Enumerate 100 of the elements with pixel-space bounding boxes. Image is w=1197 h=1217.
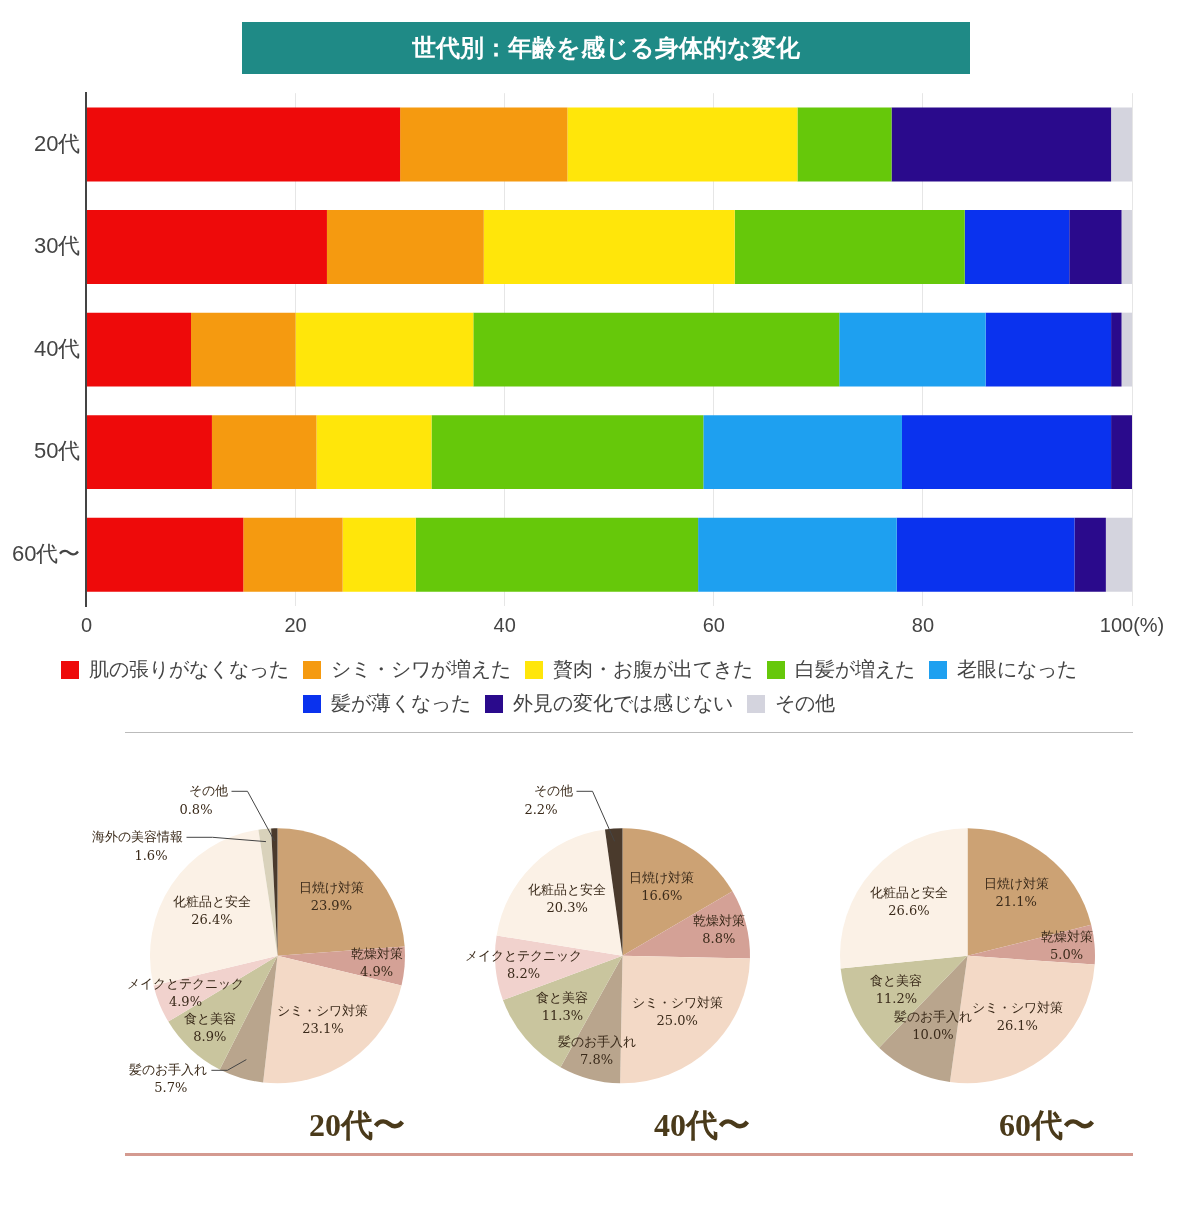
y-tick-label: 30代 (33, 233, 81, 259)
slice-label: 髪のお手入れ (557, 1034, 636, 1050)
slice-label: その他 (533, 782, 573, 798)
bar (243, 517, 343, 592)
bar (211, 415, 317, 490)
data-label: 2.2% (524, 801, 558, 817)
bar (1111, 107, 1132, 182)
data-label: 7.8% (580, 1052, 614, 1068)
data-label: 8.8% (702, 931, 736, 947)
slice-label: シミ・シワ対策 (971, 999, 1063, 1015)
bar (295, 312, 474, 387)
slice-label: 乾燥対策 (1040, 929, 1093, 945)
bar (567, 107, 798, 182)
data-label: 16.6% (641, 887, 683, 903)
bar (797, 107, 892, 182)
bar (985, 312, 1112, 387)
bar (342, 517, 416, 592)
bar (891, 107, 1112, 182)
slice-label: 髪のお手入れ (129, 1061, 208, 1077)
legend-label: 白髪が増えた (795, 657, 915, 680)
bar (734, 210, 965, 284)
x-tick-label: 40 (493, 613, 516, 636)
slice-label: 海外の美容情報 (91, 828, 183, 844)
chart-title: 世代別：年齢を感じる身体的な変化 (242, 22, 970, 74)
legend-label: 髪が薄くなった (331, 691, 471, 714)
data-label: 8.2% (507, 965, 541, 981)
x-tick-label: 20 (284, 613, 307, 636)
bar (86, 312, 192, 387)
x-tick-label: 0 (80, 613, 93, 636)
slice-label: 食と美容 (183, 1010, 236, 1026)
bar (86, 210, 327, 284)
text: 40代〜 (654, 1107, 750, 1144)
bar (1111, 312, 1122, 387)
slice-label: 食と美容 (536, 989, 589, 1005)
bar (86, 107, 401, 182)
bar (896, 517, 1075, 592)
data-label: 4.9% (360, 964, 394, 980)
data-label: 11.3% (541, 1007, 584, 1023)
legend-label: 老眼になった (957, 657, 1077, 680)
data-label: 11.2% (875, 990, 918, 1006)
bar (901, 415, 1112, 490)
slice-label: 日焼け対策 (629, 869, 695, 885)
slice-label: その他 (188, 782, 228, 798)
slice-label: 日焼け対策 (298, 880, 364, 896)
x-tick-label: 100(%) (1099, 613, 1165, 636)
data-label: 26.4% (191, 912, 233, 928)
data-label: 25.0% (656, 1013, 698, 1029)
slice-label: 日焼け対策 (983, 875, 1049, 891)
slice-label: 化粧品と安全 (528, 881, 607, 897)
data-label: 1.6% (134, 847, 168, 863)
x-tick-label: 60 (702, 613, 725, 636)
legend-label: 外見の変化では感じない (513, 691, 733, 714)
bar (400, 107, 568, 182)
bar (703, 415, 902, 490)
data-label: 8.9% (193, 1028, 227, 1044)
bar (191, 312, 296, 387)
bar (964, 210, 1070, 284)
slice-label: 髪のお手入れ (893, 1009, 972, 1025)
data-label: 0.8% (179, 801, 213, 817)
slice-label: メイクとテクニック (465, 947, 583, 963)
y-tick-label: 60代〜 (11, 540, 81, 566)
bar (483, 210, 735, 284)
bar (86, 517, 244, 592)
data-label: 23.9% (310, 898, 352, 914)
bar (316, 415, 432, 490)
data-label: 5.7% (154, 1079, 188, 1095)
legend-label: シミ・シワが増えた (331, 657, 511, 680)
bar (326, 210, 484, 284)
slice-label: 乾燥対策 (692, 913, 745, 929)
bar (415, 517, 699, 592)
bar (431, 415, 704, 490)
data-label: 20.3% (546, 899, 588, 915)
slice-label: 食と美容 (870, 972, 923, 988)
x-tick-label: 80 (911, 613, 935, 636)
data-label: 26.6% (888, 903, 930, 919)
bar (839, 312, 986, 387)
data-label: 10.0% (912, 1027, 954, 1043)
text: 20代〜 (309, 1107, 405, 1144)
legend-label: 贅肉・お腹が出てきた (553, 657, 753, 680)
bar (1121, 312, 1132, 387)
bar (86, 415, 212, 490)
y-tick-label: 20代 (33, 130, 81, 156)
y-tick-label: 40代 (33, 335, 81, 361)
legend-label: その他 (775, 691, 835, 714)
slice-label: 化粧品と安全 (869, 885, 948, 901)
bar (698, 517, 897, 592)
bar (1074, 517, 1106, 592)
slice-label: シミ・シワ対策 (631, 995, 723, 1011)
bar (1121, 210, 1132, 284)
slice-label: シミ・シワ対策 (277, 1002, 369, 1018)
slice-label: 化粧品と安全 (172, 894, 251, 910)
data-label: 23.1% (302, 1020, 344, 1036)
y-tick-label: 50代 (33, 438, 81, 464)
data-label: 4.9% (168, 993, 202, 1009)
text: 60代〜 (999, 1107, 1095, 1144)
bar (473, 312, 840, 387)
data-label: 21.1% (995, 893, 1037, 909)
bar (1111, 415, 1132, 490)
slice-label: メイクとテクニック (126, 975, 244, 991)
bar (1105, 517, 1132, 592)
